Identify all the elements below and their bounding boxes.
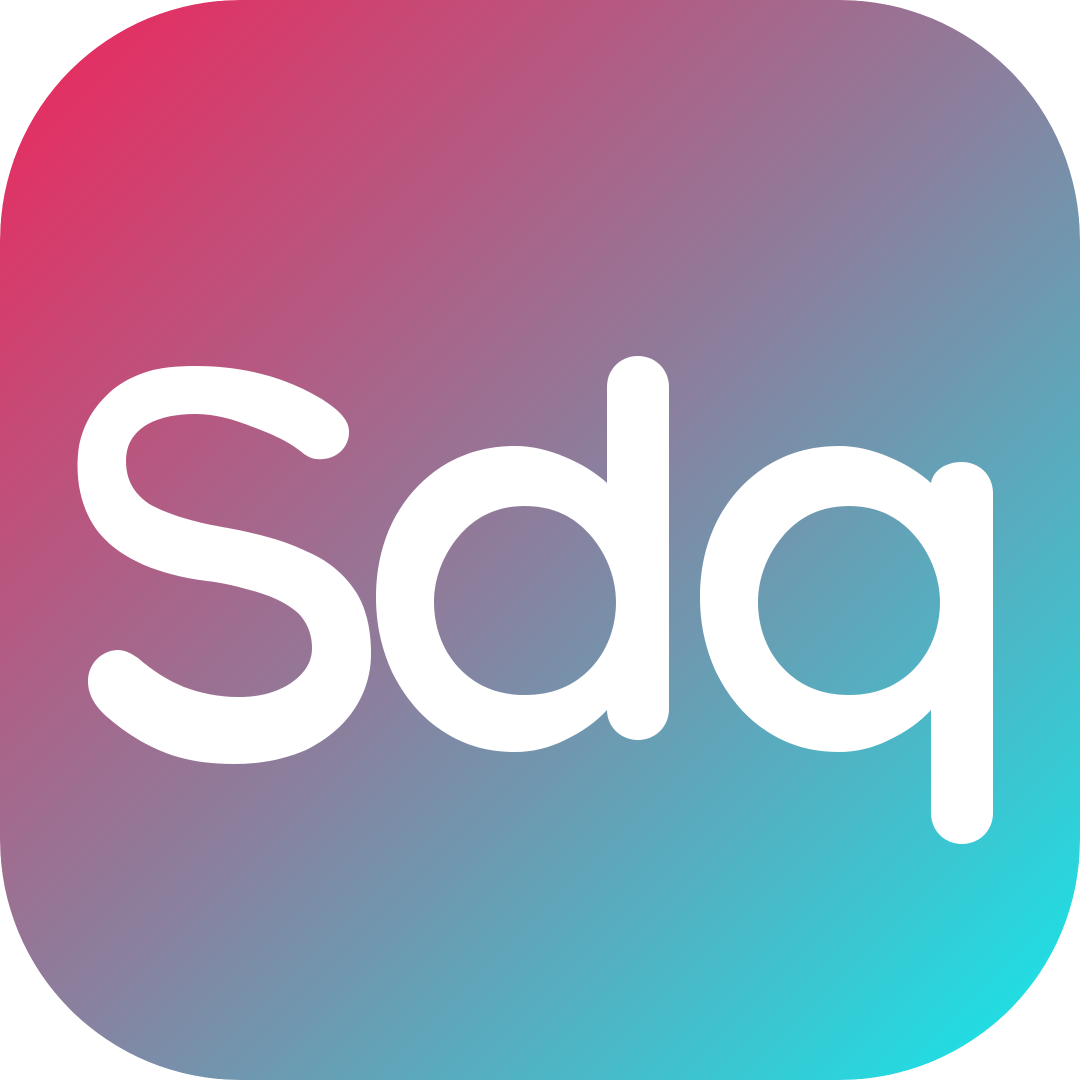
letter-s: [77, 366, 371, 764]
letter-d: [376, 356, 669, 752]
letter-q: [700, 446, 993, 844]
